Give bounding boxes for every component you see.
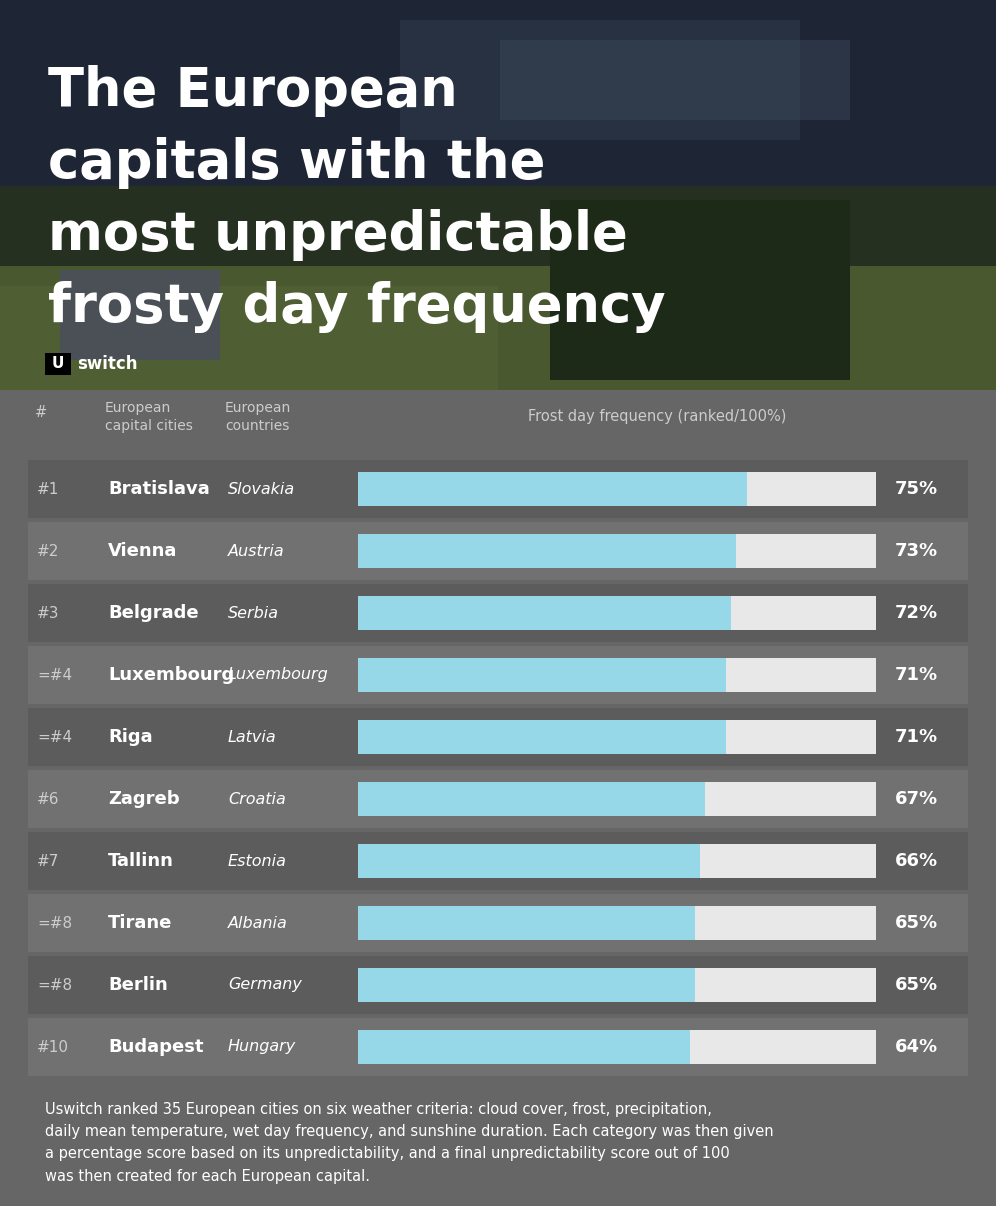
Text: #2: #2 xyxy=(37,544,60,558)
Text: Zagreb: Zagreb xyxy=(108,790,179,808)
Text: 75%: 75% xyxy=(895,480,938,498)
Bar xyxy=(358,534,876,568)
Text: 66%: 66% xyxy=(895,851,938,870)
Bar xyxy=(28,708,968,766)
Bar xyxy=(358,968,694,1002)
Text: Vienna: Vienna xyxy=(108,541,177,560)
Text: Luxembourg: Luxembourg xyxy=(228,667,329,683)
Text: 73%: 73% xyxy=(895,541,938,560)
Text: Albania: Albania xyxy=(228,915,288,931)
Bar xyxy=(28,584,968,642)
Bar xyxy=(60,270,220,361)
Bar xyxy=(358,781,876,816)
Text: 65%: 65% xyxy=(895,976,938,994)
Text: Croatia: Croatia xyxy=(228,791,286,807)
Text: #1: #1 xyxy=(37,481,60,497)
Text: The European: The European xyxy=(48,65,458,117)
Text: Latvia: Latvia xyxy=(228,730,277,744)
Bar xyxy=(28,769,968,829)
Bar xyxy=(358,781,705,816)
Text: =#4: =#4 xyxy=(37,730,72,744)
Text: Bratislava: Bratislava xyxy=(108,480,210,498)
Text: Serbia: Serbia xyxy=(228,605,279,621)
Bar xyxy=(358,658,726,692)
Text: Berlin: Berlin xyxy=(108,976,167,994)
Bar xyxy=(358,1030,876,1064)
Bar xyxy=(0,186,996,286)
Bar xyxy=(358,844,700,878)
Bar xyxy=(0,0,996,226)
Text: 71%: 71% xyxy=(895,728,938,747)
Text: switch: switch xyxy=(77,355,137,373)
Text: 65%: 65% xyxy=(895,914,938,932)
Bar xyxy=(358,1030,689,1064)
Bar xyxy=(358,534,736,568)
Bar xyxy=(45,353,71,375)
Bar xyxy=(28,894,968,952)
Text: U: U xyxy=(52,357,64,371)
Bar xyxy=(358,596,731,630)
Text: Budapest: Budapest xyxy=(108,1038,203,1056)
Text: Belgrade: Belgrade xyxy=(108,604,198,622)
Text: Germany: Germany xyxy=(228,978,302,993)
Text: Luxembourg: Luxembourg xyxy=(108,666,234,684)
Bar xyxy=(358,658,876,692)
Text: frosty day frequency: frosty day frequency xyxy=(48,281,665,333)
Bar xyxy=(0,267,996,390)
Text: 71%: 71% xyxy=(895,666,938,684)
Text: #3: #3 xyxy=(37,605,60,621)
Bar xyxy=(0,390,996,1206)
Text: #7: #7 xyxy=(37,854,60,868)
Bar xyxy=(358,906,694,939)
Text: European
capital cities: European capital cities xyxy=(105,402,193,433)
Bar xyxy=(28,956,968,1014)
Text: Austria: Austria xyxy=(228,544,285,558)
Text: capitals with the: capitals with the xyxy=(48,137,546,189)
Text: Frost day frequency (ranked/100%): Frost day frequency (ranked/100%) xyxy=(528,410,786,425)
Text: Hungary: Hungary xyxy=(228,1040,296,1054)
Bar xyxy=(500,40,850,121)
Bar xyxy=(358,472,746,507)
Text: Riga: Riga xyxy=(108,728,152,747)
Bar xyxy=(0,286,498,390)
Text: 72%: 72% xyxy=(895,604,938,622)
Bar xyxy=(28,522,968,580)
Text: Estonia: Estonia xyxy=(228,854,287,868)
Bar xyxy=(358,596,876,630)
Text: #6: #6 xyxy=(37,791,60,807)
Bar xyxy=(550,200,850,380)
Bar xyxy=(28,832,968,890)
Text: #10: #10 xyxy=(37,1040,69,1054)
Text: =#8: =#8 xyxy=(37,978,72,993)
Bar xyxy=(28,1018,968,1076)
Text: 64%: 64% xyxy=(895,1038,938,1056)
Bar xyxy=(358,720,876,754)
Text: Tallinn: Tallinn xyxy=(108,851,174,870)
Bar xyxy=(400,21,800,140)
Text: European
countries: European countries xyxy=(225,402,291,433)
Text: most unpredictable: most unpredictable xyxy=(48,209,627,260)
Bar xyxy=(358,472,876,507)
Text: =#4: =#4 xyxy=(37,667,72,683)
Bar xyxy=(28,459,968,519)
Text: 67%: 67% xyxy=(895,790,938,808)
Text: Slovakia: Slovakia xyxy=(228,481,295,497)
Bar xyxy=(358,906,876,939)
Text: Tirane: Tirane xyxy=(108,914,172,932)
Text: #: # xyxy=(35,405,47,420)
Bar xyxy=(358,844,876,878)
Bar xyxy=(358,720,726,754)
Text: =#8: =#8 xyxy=(37,915,72,931)
Text: Uswitch ranked 35 European cities on six weather criteria: cloud cover, frost, p: Uswitch ranked 35 European cities on six… xyxy=(45,1102,774,1183)
Bar xyxy=(358,968,876,1002)
Bar xyxy=(28,646,968,704)
